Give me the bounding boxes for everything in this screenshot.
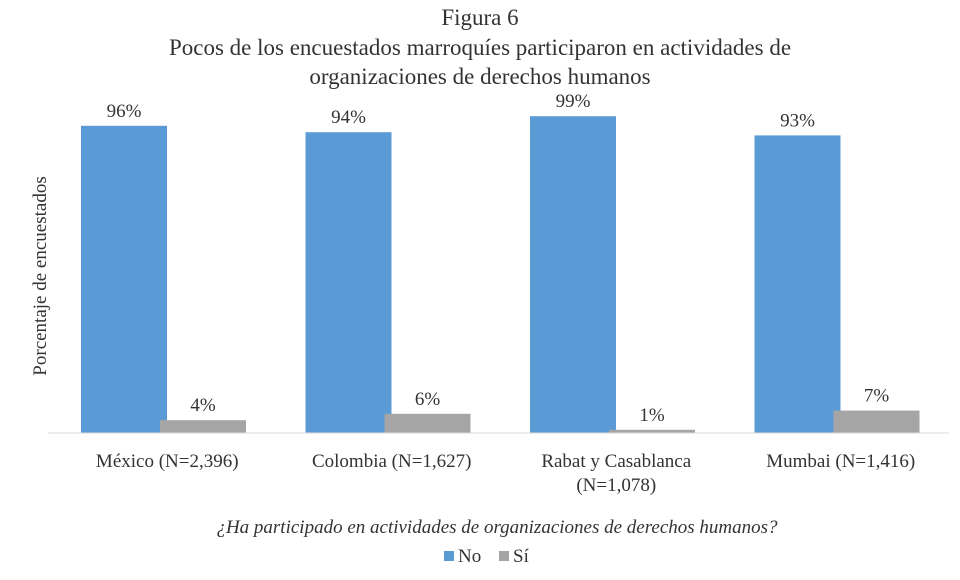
bar-no-4	[754, 135, 841, 433]
x-tick-label-3-line-2: (N=1,078)	[576, 475, 656, 496]
figure-label: Figura 6	[441, 5, 518, 30]
bar-si-3	[609, 429, 695, 433]
data-label-no-3: 99%	[556, 91, 591, 112]
legend-label-no: No	[458, 546, 481, 567]
x-tick-label-1: México (N=2,396)	[96, 451, 239, 472]
data-label-no-4: 93%	[780, 110, 815, 131]
data-label-si-3: 1%	[639, 405, 665, 426]
x-axis-title: ¿Ha participado en actividades de organi…	[216, 517, 778, 538]
bar-no-2	[305, 132, 392, 433]
x-tick-label-4: Mumbai (N=1,416)	[766, 451, 915, 472]
y-axis-label: Porcentaje de encuestados	[30, 176, 51, 375]
legend-swatch-si	[499, 551, 509, 561]
legend: No Sí	[444, 546, 530, 567]
legend-swatch-no	[444, 551, 454, 561]
bar-si-2	[384, 413, 471, 433]
bar-no-1	[81, 125, 167, 434]
bar-si-1	[160, 420, 246, 433]
data-label-no-1: 96%	[107, 101, 142, 122]
bar-no-3	[530, 116, 616, 433]
data-label-no-2: 94%	[331, 107, 366, 128]
data-label-si-2: 6%	[415, 389, 441, 410]
data-label-si-4: 7%	[864, 386, 890, 407]
chart-title-line-1: Pocos de los encuestados marroquíes part…	[169, 35, 791, 60]
x-tick-label-2: Colombia (N=1,627)	[312, 451, 472, 472]
bar-si-4	[833, 410, 920, 433]
legend-label-si: Sí	[513, 546, 530, 567]
data-label-si-1: 4%	[190, 395, 216, 416]
plot-area: 96% 4% México (N=2,396) 94% 6% Colombia (N=1,…	[81, 91, 920, 496]
chart-title-line-2: organizaciones de derechos humanos	[309, 64, 650, 89]
x-tick-label-3-line-1: Rabat y Casablanca	[541, 451, 691, 472]
